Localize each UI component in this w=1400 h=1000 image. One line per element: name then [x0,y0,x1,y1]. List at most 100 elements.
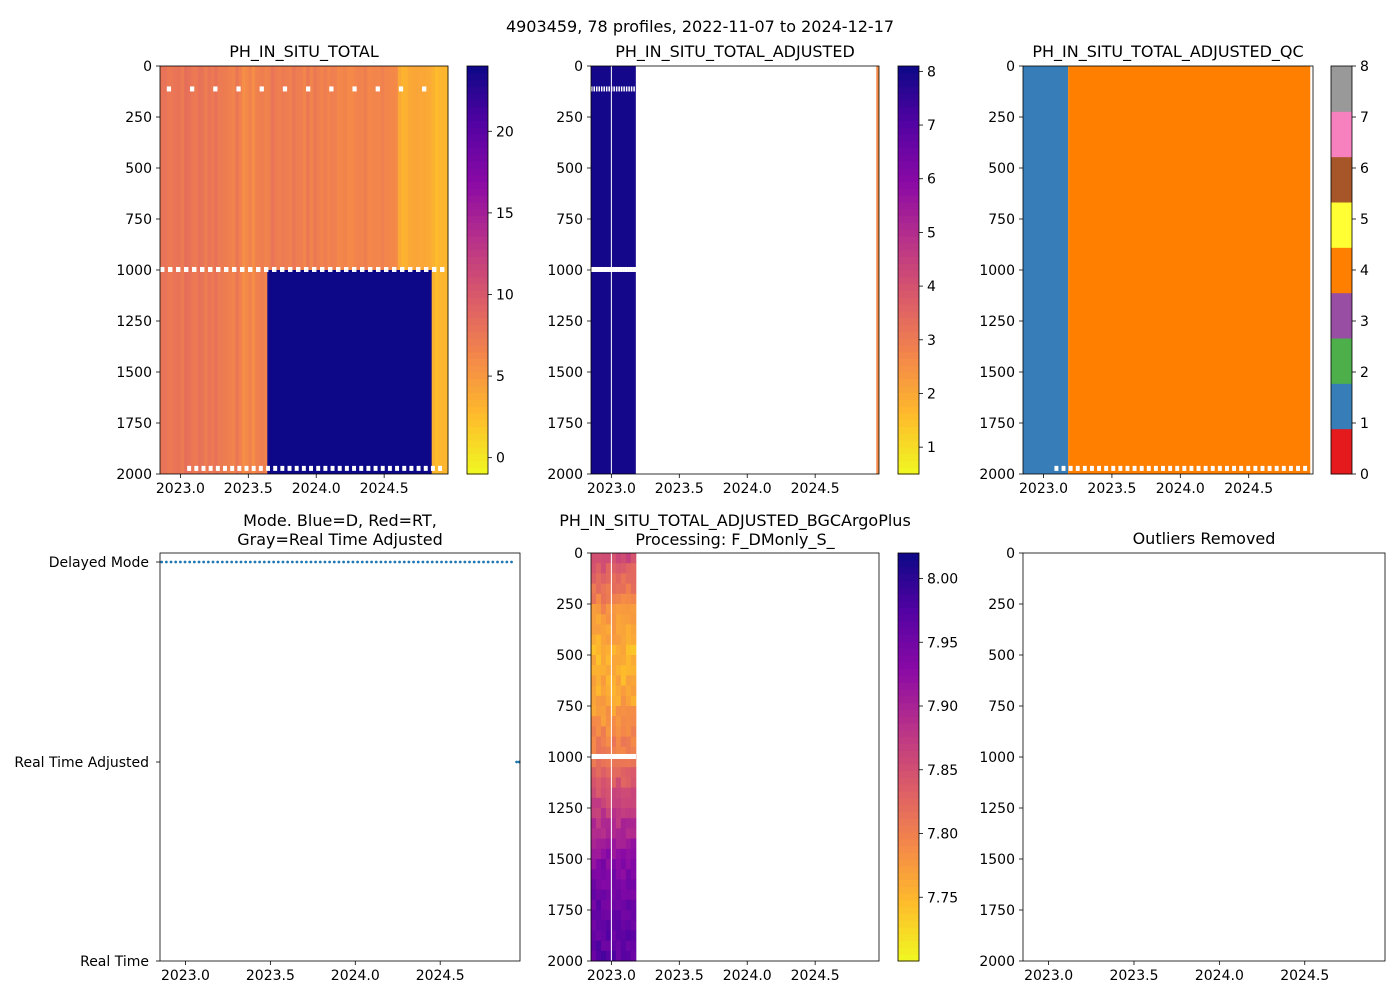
y-category-label: Real Time [80,954,149,970]
heatmap-cell [620,869,627,880]
missing-data-gap [609,266,612,272]
colorbar-tick-label: 3 [1360,314,1369,330]
colorbar-segment [898,365,919,373]
heatmap-cell [615,940,622,952]
heatmap-cell [600,818,607,829]
missing-data-gap [1217,465,1222,471]
heatmap-cell [591,655,597,666]
y-tick-label: 1750 [547,416,583,432]
colorbar-segment [1331,338,1352,384]
heatmap-cell [620,573,627,585]
missing-data-gap [614,266,617,272]
delayed-mode-point [430,560,434,564]
y-tick-label: 2000 [547,954,583,970]
colorbar-segment [467,120,488,128]
heatmap-cell [620,930,627,942]
heatmap-cell [610,797,617,809]
colorbar-segment [898,283,919,291]
heatmap-cell [630,910,637,921]
missing-data-gap [1267,465,1272,471]
missing-data-gap [610,86,613,92]
colorbar-segment [467,378,488,387]
delayed-mode-point [384,560,387,564]
colorbar-segment [467,208,488,217]
missing-data-gap [430,465,435,471]
colorbar-segment [467,317,488,325]
heatmap-cell [605,828,612,840]
colorbar-segment [467,406,488,414]
colorbar-segment [467,310,488,319]
y-tick-label: 1500 [979,365,1015,381]
missing-data-gap [400,266,405,272]
missing-data-gap [360,266,365,272]
missing-data-gap [368,266,373,272]
missing-data-gap [266,465,270,471]
x-tick-label: 2024.0 [723,968,772,984]
colorbar-segment [898,879,919,887]
delayed-mode-point [505,560,509,564]
heatmap-cell [630,593,637,605]
missing-data-gap [598,753,600,759]
heatmap-cell [605,593,612,605]
colorbar-segment [898,899,919,908]
missing-data-gap [604,753,607,759]
heatmap-cell [610,838,617,850]
heatmap-cell [620,808,627,819]
colorbar-segment [898,188,919,196]
delayed-mode-point [435,560,439,564]
heatmap-cell [605,614,612,625]
missing-data-gap [628,753,630,759]
missing-data-gap [633,753,635,759]
colorbar-segment [467,72,488,81]
colorbar-segment [898,433,919,441]
missing-data-gap [1253,465,1258,471]
heatmap-cell [625,665,632,676]
heatmap-cell [595,910,602,921]
heatmap-cell [595,665,602,676]
colorbar-segment [467,215,488,223]
missing-data-gap [336,266,341,272]
heatmap-cell [625,655,632,666]
heatmap-cell [605,726,612,738]
heatmap-cell [187,66,192,474]
heatmap-cell [610,685,617,697]
y-tick-label: 0 [143,59,152,75]
missing-data-gap [628,86,630,92]
heatmap-cell [610,614,617,625]
heatmap-cell [591,736,597,748]
heatmap-cell [605,655,612,666]
delayed-mode-point [393,560,397,564]
missing-data-gap [1111,465,1116,471]
colorbar-tick-label: 2 [1360,365,1369,381]
colorbar-tick-label: 8.00 [927,572,958,588]
heatmap-cell [173,66,178,474]
heatmap-cell [605,604,612,615]
missing-data-gap [187,465,192,471]
delayed-mode-point [379,560,383,564]
heatmap-cell [620,889,627,901]
heatmap-cell [625,593,632,605]
heatmap-cell [620,695,627,707]
missing-data-gap [408,266,413,272]
heatmap-cell [610,910,617,921]
missing-data-gap [320,266,325,272]
colorbar-segment [898,750,919,758]
heatmap-cell [625,695,632,707]
heatmap-cell [620,634,627,646]
heatmap-cell [595,593,602,605]
heatmap-cell [261,66,265,474]
heatmap-cell [600,828,607,840]
colorbar-frame [897,65,920,475]
heatmap-cell [591,695,597,707]
x-tick-label: 2024.5 [791,968,840,984]
y-tick-label: 1750 [116,416,152,432]
heatmap-cell [600,573,607,585]
heatmap-cell [610,777,617,789]
missing-data-gap [1203,465,1208,471]
heatmap-cell [615,726,622,738]
missing-data-gap [605,753,608,759]
colorbar-segment [898,587,919,595]
heatmap-cell [595,573,602,585]
heatmap-cell [615,593,622,605]
colorbar-segment [467,100,488,108]
